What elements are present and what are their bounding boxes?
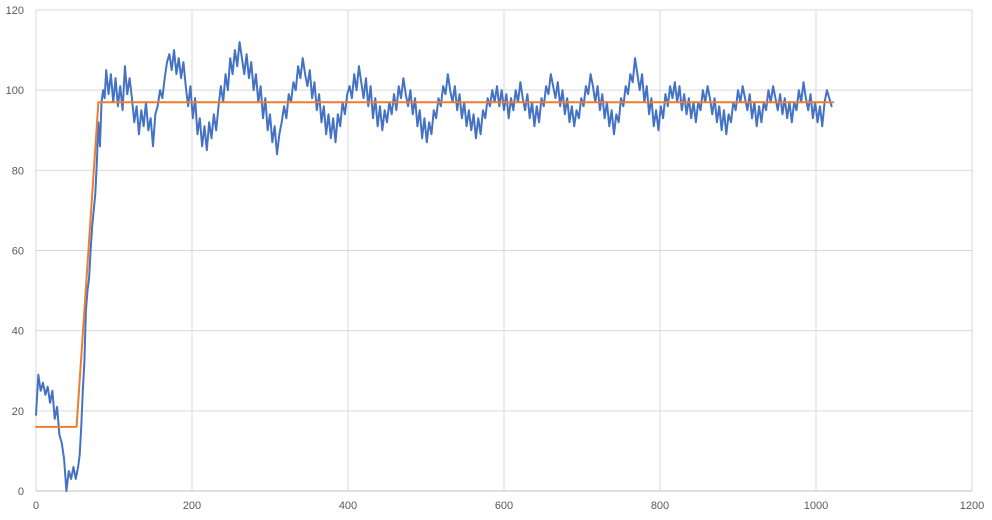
y-tick-labels: 0 20 40 60 80 100 120 [6,5,24,498]
series-lines [35,41,835,492]
y-tick-label: 20 [12,406,24,418]
x-tick-label: 800 [651,500,669,512]
y-tick-label: 100 [6,85,24,97]
gridlines [35,9,973,492]
y-tick-label: 0 [18,486,24,498]
y-tick-label: 40 [12,326,24,338]
y-tick-label: 60 [12,246,24,258]
x-tick-label: 1000 [804,500,828,512]
y-tick-label: 80 [12,165,24,177]
y-tick-label: 120 [6,5,24,17]
x-tick-label: 200 [183,500,201,512]
x-tick-labels: 0 200 400 600 800 1000 1200 [33,500,984,512]
x-tick-label: 600 [495,500,513,512]
series-line-blue [35,41,833,492]
x-tick-label: 1200 [960,500,984,512]
x-tick-label: 0 [33,500,39,512]
series-line-orange [35,101,835,428]
x-tick-label: 400 [339,500,357,512]
